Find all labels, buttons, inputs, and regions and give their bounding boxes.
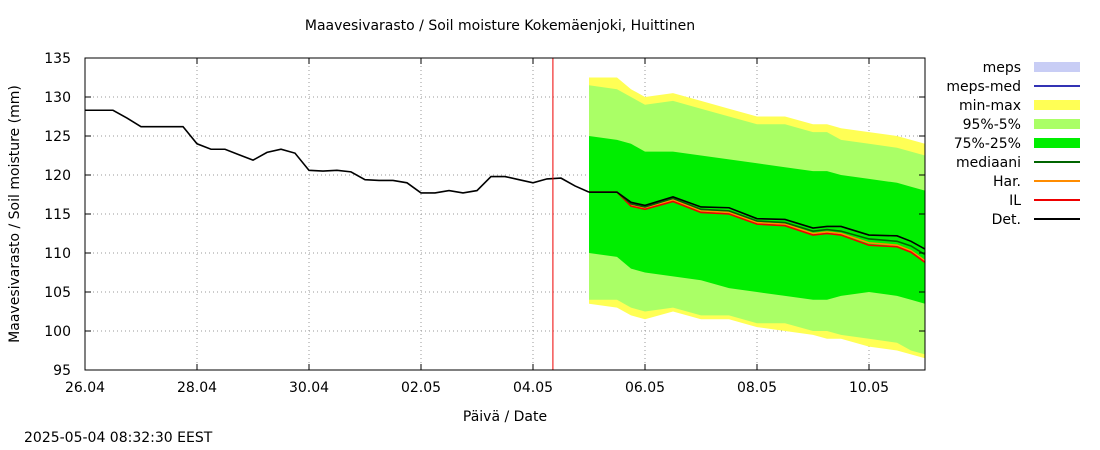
- legend-label: IL: [1009, 193, 1021, 209]
- y-tick-label: 125: [44, 129, 71, 145]
- x-tick-label: 04.05: [513, 380, 553, 396]
- legend-label: Det.: [992, 212, 1021, 228]
- x-tick-label: 06.05: [625, 380, 665, 396]
- forecast-line-det: [589, 191, 926, 250]
- legend-label: 95%-5%: [963, 117, 1021, 133]
- y-tick-label: 105: [44, 285, 71, 301]
- legend-swatch: [1034, 100, 1080, 110]
- x-tick-label: 10.05: [849, 380, 889, 396]
- legend-label: 75%-25%: [954, 136, 1021, 152]
- legend-swatch: [1034, 138, 1080, 148]
- legend-label: Har.: [993, 174, 1021, 190]
- x-tick-label: 30.04: [289, 380, 329, 396]
- y-tick-label: 135: [44, 51, 71, 67]
- y-tick-label: 130: [44, 90, 71, 106]
- timestamp: 2025-05-04 08:32:30 EEST: [24, 430, 213, 446]
- y-tick-label: 115: [44, 207, 71, 223]
- forecast-line-mediaani: [589, 191, 926, 256]
- x-tick-label: 02.05: [401, 380, 441, 396]
- legend-label: mediaani: [956, 155, 1021, 171]
- band-75-25-: [589, 136, 925, 304]
- legend-label: meps: [983, 60, 1021, 76]
- y-tick-label: 100: [44, 324, 71, 340]
- legend-swatch: [1034, 119, 1080, 129]
- x-tick-label: 28.04: [177, 380, 217, 396]
- y-axis-label: Maavesivarasto / Soil moisture (mm): [7, 85, 23, 343]
- observed-line: [85, 109, 590, 194]
- legend-label: meps-med: [946, 79, 1021, 95]
- legend-label: min-max: [959, 98, 1021, 114]
- y-tick-label: 110: [44, 246, 71, 262]
- x-tick-label: 08.05: [737, 380, 777, 396]
- y-tick-label: 120: [44, 168, 71, 184]
- chart-title: Maavesivarasto / Soil moisture Kokemäenj…: [304, 18, 696, 34]
- x-axis-label: Päivä / Date: [463, 409, 547, 425]
- x-tick-label: 26.04: [65, 380, 105, 396]
- legend-swatch: [1034, 62, 1080, 72]
- forecast-line-il: [589, 191, 926, 264]
- y-tick-label: 95: [53, 363, 71, 379]
